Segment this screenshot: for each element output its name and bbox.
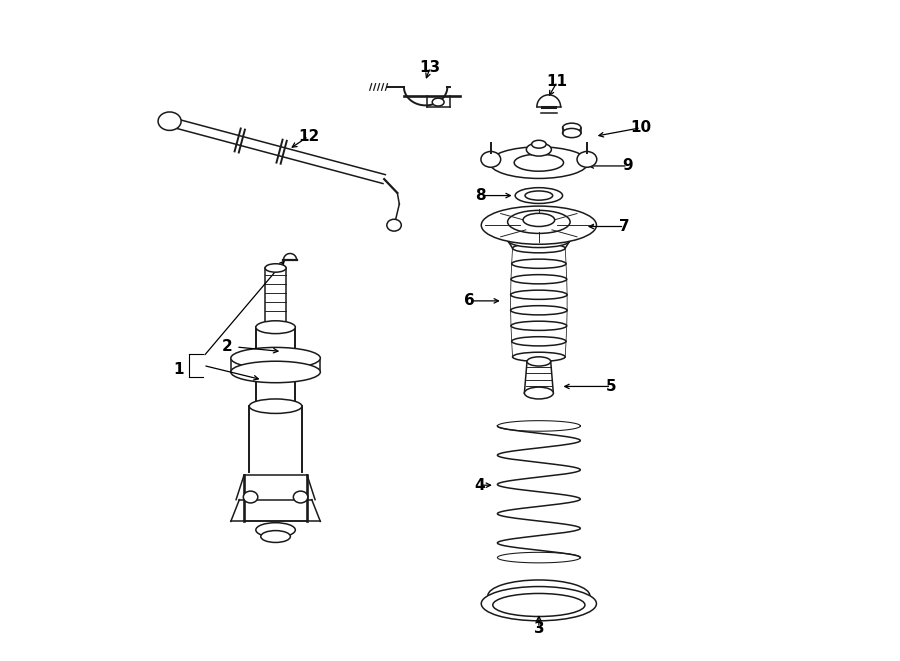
Ellipse shape	[515, 188, 562, 204]
Ellipse shape	[525, 387, 554, 399]
Text: 3: 3	[534, 621, 544, 635]
Ellipse shape	[243, 491, 257, 503]
Text: 7: 7	[619, 219, 630, 234]
Ellipse shape	[481, 151, 500, 167]
Text: 8: 8	[475, 188, 486, 203]
Text: 13: 13	[419, 59, 441, 75]
Ellipse shape	[482, 586, 597, 621]
Text: 11: 11	[547, 74, 568, 89]
Ellipse shape	[512, 244, 565, 253]
Ellipse shape	[158, 112, 181, 130]
Ellipse shape	[562, 128, 581, 137]
Ellipse shape	[562, 123, 581, 132]
Ellipse shape	[488, 580, 590, 611]
Ellipse shape	[512, 352, 565, 362]
Text: 1: 1	[173, 362, 184, 377]
Ellipse shape	[493, 594, 585, 617]
Text: 6: 6	[464, 293, 475, 309]
Text: 9: 9	[623, 159, 633, 173]
Polygon shape	[256, 327, 295, 407]
Ellipse shape	[512, 259, 566, 268]
Ellipse shape	[510, 290, 567, 299]
Ellipse shape	[526, 143, 552, 156]
Ellipse shape	[525, 191, 553, 200]
Ellipse shape	[230, 348, 320, 369]
Ellipse shape	[265, 264, 286, 272]
Ellipse shape	[527, 357, 551, 366]
Ellipse shape	[523, 214, 554, 227]
Text: 2: 2	[222, 340, 233, 354]
Ellipse shape	[256, 321, 295, 334]
Ellipse shape	[387, 219, 401, 231]
Ellipse shape	[508, 210, 570, 233]
Polygon shape	[174, 119, 385, 184]
Text: 5: 5	[606, 379, 616, 394]
Ellipse shape	[482, 206, 597, 245]
Ellipse shape	[511, 321, 567, 330]
Ellipse shape	[256, 400, 295, 412]
Ellipse shape	[577, 151, 597, 167]
Ellipse shape	[432, 98, 444, 106]
Ellipse shape	[511, 274, 567, 284]
Ellipse shape	[532, 140, 546, 148]
Text: 4: 4	[474, 478, 485, 492]
Ellipse shape	[508, 233, 570, 248]
Polygon shape	[249, 407, 302, 472]
Ellipse shape	[490, 147, 589, 178]
Ellipse shape	[512, 336, 566, 346]
Ellipse shape	[230, 361, 320, 383]
Ellipse shape	[261, 531, 291, 543]
Ellipse shape	[256, 523, 295, 537]
Text: 12: 12	[298, 129, 320, 144]
Ellipse shape	[249, 399, 302, 413]
Ellipse shape	[514, 154, 563, 171]
Ellipse shape	[293, 491, 308, 503]
Text: 10: 10	[630, 120, 652, 136]
Ellipse shape	[510, 305, 567, 315]
